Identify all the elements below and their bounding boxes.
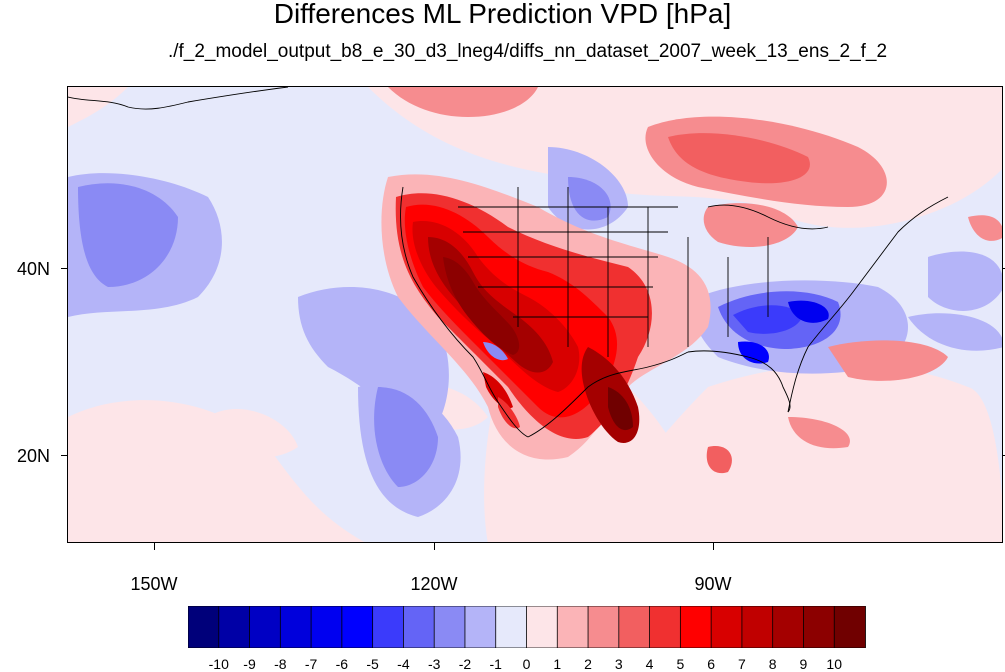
- colorbar-box: [403, 606, 436, 648]
- lon-tick-120w: [434, 543, 435, 550]
- lon-tick-150w: [154, 543, 155, 550]
- colorbar: [188, 606, 866, 648]
- colorbar-label: 4: [645, 656, 654, 672]
- colorbar-label: 6: [707, 656, 716, 672]
- lat-tick-40n-right: [1002, 268, 1005, 269]
- map-field: [68, 87, 1002, 542]
- colorbar-label: 1: [553, 656, 562, 672]
- lat-tick-20n-right: [1002, 455, 1005, 456]
- colorbar-label: -9: [243, 656, 256, 672]
- lon-label-90w: 90W: [694, 574, 732, 594]
- colorbar-label: 5: [676, 656, 685, 672]
- colorbar-box: [341, 606, 374, 648]
- colorbar-box: [649, 606, 682, 648]
- colorbar-box: [310, 606, 343, 648]
- colorbar-box: [618, 606, 651, 648]
- moderate-negative-regions: [78, 177, 611, 487]
- colorbar-label: -5: [366, 656, 379, 672]
- colorbar-box: [741, 606, 774, 648]
- colorbar-box: [710, 606, 743, 648]
- baja-negative-patch: [483, 342, 508, 361]
- colorbar-box: [495, 606, 528, 648]
- colorbar-box: [433, 606, 466, 648]
- colorbar-box: [803, 606, 836, 648]
- colorbar-box: [372, 606, 405, 648]
- map-subtitle: ./f_2_model_output_b8_e_30_d3_lneg4/diff…: [167, 41, 888, 62]
- colorbar-label: 7: [738, 656, 746, 672]
- colorbar-box: [587, 606, 620, 648]
- colorbar-box: [679, 606, 713, 648]
- lat-label-20n: 20N: [17, 446, 51, 466]
- colorbar-box: [772, 606, 805, 648]
- colorbar-label: 2: [584, 656, 592, 672]
- colorbar-box: [464, 606, 497, 648]
- colorbar-label: 8: [768, 656, 777, 672]
- colorbar-label: -10: [208, 656, 229, 672]
- lon-label-150w: 150W: [130, 574, 178, 594]
- lat-tick-40n: [61, 268, 67, 269]
- lon-tick-90w: [713, 543, 714, 550]
- colorbar-label: -1: [489, 656, 502, 672]
- colorbar-label: -8: [274, 656, 287, 672]
- colorbar-box: [526, 606, 559, 648]
- colorbar-box: [188, 606, 220, 648]
- map-title: Differences ML Prediction VPD [hPa]: [273, 0, 732, 29]
- lat-label-40n: 40N: [17, 259, 51, 279]
- colorbar-box: [218, 606, 251, 648]
- vpd-difference-map: [67, 86, 1003, 543]
- coastlines: [68, 87, 949, 438]
- colorbar-label: -6: [335, 656, 349, 672]
- colorbar-box: [279, 606, 312, 648]
- colorbar-label: -4: [397, 656, 410, 672]
- colorbar-label: 0: [522, 656, 531, 672]
- colorbar-label: 9: [799, 656, 808, 672]
- strong-positive-regions: [395, 193, 652, 443]
- colorbar-label: -7: [304, 656, 318, 672]
- colorbar-label: -2: [458, 656, 472, 672]
- colorbar-box: [556, 606, 589, 648]
- colorbar-label: 10: [826, 656, 843, 672]
- lat-tick-20n: [61, 455, 67, 456]
- colorbar-label: 3: [614, 656, 623, 672]
- colorbar-box: [833, 606, 866, 648]
- lon-label-120w: 120W: [410, 574, 458, 594]
- colorbar-label: -3: [427, 656, 441, 672]
- colorbar-box: [249, 606, 282, 648]
